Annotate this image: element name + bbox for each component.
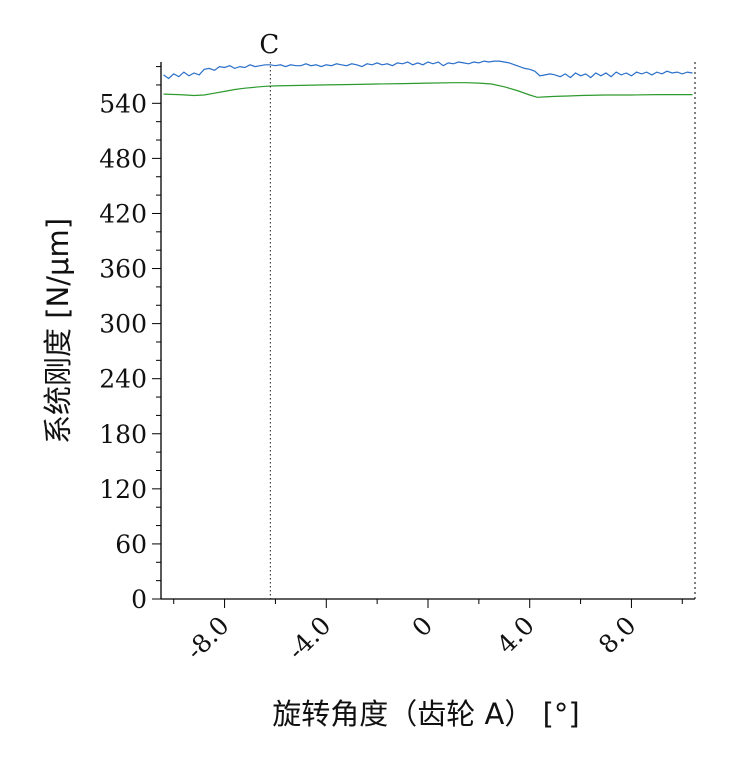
tick-marks: [152, 66, 683, 608]
axes: [160, 62, 696, 600]
y-tick-label: 120: [99, 475, 147, 504]
x-tick-label: -4.0: [282, 611, 337, 666]
y-tick-label: 480: [99, 144, 147, 173]
y-tick-label: 0: [131, 585, 147, 614]
y-tick-label: 240: [99, 365, 147, 394]
y-axis-title: 系统刚度 [N/μm]: [41, 218, 75, 444]
y-tick-label: 300: [99, 310, 147, 339]
series-line-1: [163, 60, 693, 80]
y-tick-label: 540: [99, 89, 147, 118]
x-tick-label: 8.0: [593, 611, 642, 660]
series-line-2: [163, 82, 693, 98]
x-tick-label: 4.0: [491, 611, 540, 660]
y-tick-label: 180: [99, 420, 147, 449]
y-tick-label: 60: [115, 530, 147, 559]
y-tick-label: 420: [99, 199, 147, 228]
marker-c-label: C: [259, 30, 279, 60]
tick-labels: 0 60 120 180 240 300 360 420 480 540 -8.0 -4.0 0 4.0 8…: [99, 89, 641, 665]
x-axis-title: 旋转角度（齿轮 A） [°]: [272, 697, 579, 731]
marker-c: C: [259, 30, 279, 599]
plot-area: [163, 60, 693, 98]
x-tick-label: -8.0: [180, 611, 235, 666]
x-tick-label: 0: [406, 611, 438, 643]
y-tick-label: 360: [99, 255, 147, 284]
